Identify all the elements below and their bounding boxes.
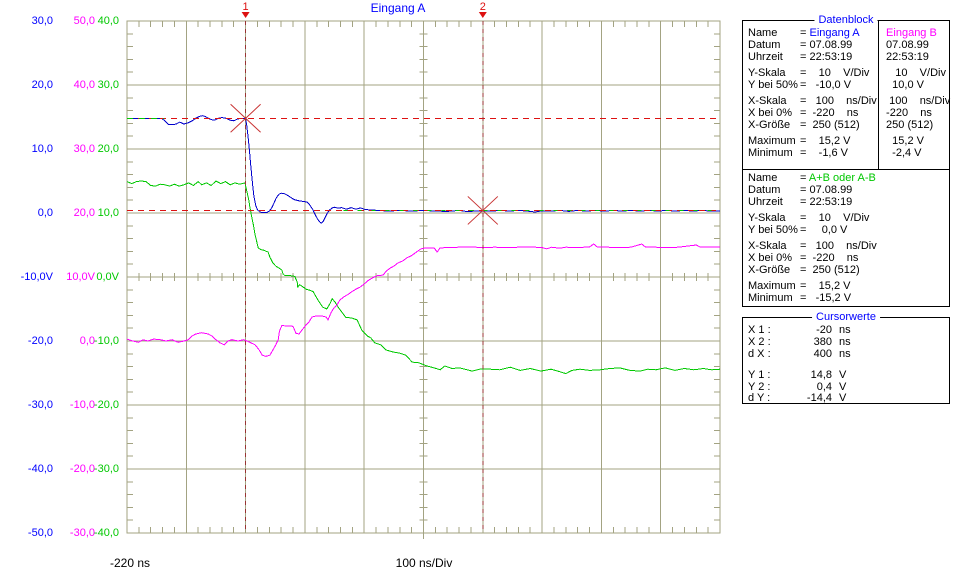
datenblock-row-y-skala: Y-Skala = 10 V/Div 10 V/Div — [748, 67, 946, 79]
y-axis-label-eingang-a-scale: -10,0V — [20, 271, 53, 283]
x-axis-start-label: -220 ns — [109, 556, 151, 570]
y-axis-label-math-scale: -30,0 — [93, 463, 119, 475]
datenblock-row-y-bei-50-: Y bei 50% = -10,0 V 10,0 V — [748, 79, 924, 91]
cursor-2-marker[interactable] — [478, 12, 487, 18]
datenblock-row-uhrzeit: Uhrzeit = 22:53:19 22:53:19 — [748, 51, 929, 63]
cursorwerte-title: Cursorwerte — [812, 311, 880, 323]
trace-a-b-oder-a-b — [126, 180, 721, 375]
y-axis-label-eingang-a-scale: 10,0 — [31, 143, 53, 155]
y-axis-label-math-scale: -40,0 — [93, 527, 119, 539]
datenblock-row-x-bei-0-: X bei 0% = -220 ns -220 ns — [748, 107, 932, 119]
cursorwerte-row-y-1-: Y 1 :14,8 V — [748, 369, 847, 381]
datenblock-row-minimum: Minimum = -15,2 V — [748, 292, 852, 304]
y-axis-label-math-scale: -10,0 — [93, 335, 119, 347]
y-axis-label-eingang-b-scale: 50,0 — [73, 15, 95, 27]
y-axis-label-eingang-b-scale: 10,0V — [66, 271, 95, 283]
y-axis-label-eingang-a-scale: -20,0 — [27, 335, 53, 347]
y-axis-label-eingang-b-scale: -10,0 — [69, 399, 95, 411]
datenblock-row-x-bei-0-: X bei 0% = -220 ns — [748, 252, 859, 264]
y-axis-label-eingang-b-scale: 40,0 — [73, 79, 95, 91]
cursorwerte-row-d-y-: d Y : -14,4 V — [748, 392, 847, 404]
datenblock-row-name: Name = Eingang A Eingang B — [748, 27, 937, 39]
y-axis-label-eingang-b-scale: 0,0 — [79, 335, 95, 347]
cursor-1-label[interactable]: 1 — [243, 1, 249, 13]
y-axis-label-math-scale: 10,0 — [97, 207, 119, 219]
datenblock-row-datum: Datum = 07.08.99 07.08.99 — [748, 39, 929, 51]
x-axis-scale-label: 100 ns/Div — [395, 556, 453, 570]
plot-title: Eingang A — [370, 1, 426, 15]
y-axis-label-eingang-b-scale: -20,0 — [69, 463, 95, 475]
datenblock-row-y-bei-50-: Y bei 50% = 0,0 V — [748, 224, 848, 236]
cursor-1-cross — [230, 103, 261, 133]
y-axis-label-math-scale: -20,0 — [93, 399, 119, 411]
cursorwerte-panel: Cursorwerte X 1 : -20 ns X 2 :380 ns d X :400… — [742, 311, 950, 404]
datenblock-column-divider — [878, 21, 879, 169]
y-axis-label-math-scale: 30,0 — [97, 79, 119, 91]
y-axis-label-eingang-a-scale: 0,0 — [37, 207, 53, 219]
datenblock-row-maximum: Maximum = 15,2 V — [748, 280, 851, 292]
cursorwerte-row-x-1-: X 1 : -20 ns — [748, 324, 851, 336]
datenblock-row-uhrzeit: Uhrzeit = 22:53:19 — [748, 196, 853, 208]
y-axis-label-eingang-a-scale: -50,0 — [27, 527, 53, 539]
datenblock-row-name: Name = A+B oder A-B — [748, 172, 876, 184]
datenblock-row-x-gr-e: X-Größe = 250 (512) — [748, 264, 860, 276]
cursor-1-marker[interactable] — [241, 12, 250, 18]
y-axis-label-math-scale: 0,0V — [96, 271, 119, 283]
y-axis-label-eingang-a-scale: 20,0 — [31, 79, 53, 91]
datenblock-row-x-gr-e: X-Größe = 250 (512) 250 (512) — [748, 119, 934, 131]
cursorwerte-row-x-2-: X 2 :380 ns — [748, 336, 851, 348]
datenblock-row-datum: Datum = 07.08.99 — [748, 184, 853, 196]
y-axis-label-eingang-b-scale: 20,0 — [73, 207, 95, 219]
cursorwerte-row-d-x-: d X :400 ns — [748, 348, 851, 360]
datenblock-row-minimum: Minimum = -1,6 V -2,4 V — [748, 147, 922, 159]
y-axis-label-eingang-a-scale: -40,0 — [27, 463, 53, 475]
y-axis-label-math-scale: 40,0 — [97, 15, 119, 27]
y-axis-label-eingang-a-scale: -30,0 — [27, 399, 53, 411]
y-axis-label-math-scale: 20,0 — [97, 143, 119, 155]
cursorwerte-row-y-2-: Y 2 :0,4 V — [748, 381, 847, 393]
y-axis-label-eingang-a-scale: 30,0 — [31, 15, 53, 27]
datenblock-row-x-skala: X-Skala = 100 ns/Div 100 ns/Div — [748, 95, 951, 107]
cursor-2-cross — [467, 196, 499, 225]
y-axis-label-eingang-b-scale: -30,0 — [69, 527, 95, 539]
datenblock-row-maximum: Maximum = 15,2 V 15,2 V — [748, 135, 924, 147]
y-axis-label-eingang-b-scale: 30,0 — [73, 143, 95, 155]
cursor-2-label[interactable]: 2 — [480, 1, 486, 13]
datenblock-title: Datenblock — [814, 14, 878, 26]
datenblock-row-y-skala: Y-Skala = 10 V/Div — [748, 212, 870, 224]
datenblock-block-divider — [743, 169, 949, 170]
trace-eingang-b — [126, 243, 721, 357]
datenblock-panel: Datenblock Name = Eingang A Eingang B Datu… — [742, 14, 951, 307]
datenblock-row-x-skala: X-Skala = 100 ns/Div — [748, 240, 877, 252]
